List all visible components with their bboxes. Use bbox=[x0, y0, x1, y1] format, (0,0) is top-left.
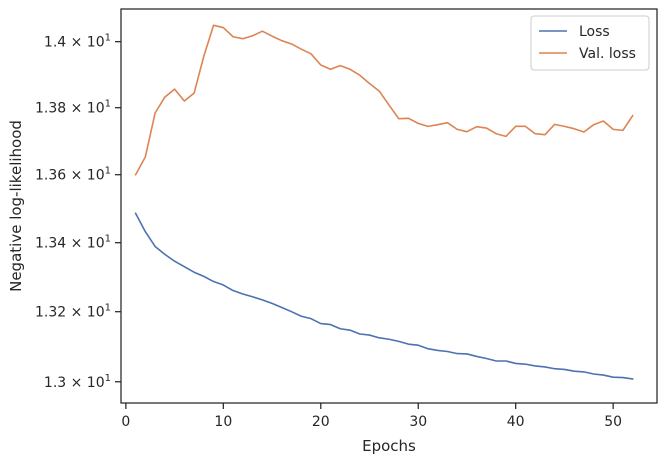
series-line-1 bbox=[134, 24, 634, 176]
y-tick-label: 1.36 × 101 bbox=[35, 166, 111, 184]
y-axis-ticks: 1.3 × 101 1.32 × 101 1.34 × 101 1.36 × 101 1… bbox=[35, 33, 121, 391]
x-tick-label: 30 bbox=[409, 414, 427, 430]
y-tick-label: 1.32 × 101 bbox=[35, 303, 111, 321]
x-tick-label: 10 bbox=[214, 414, 232, 430]
legend-box bbox=[530, 15, 650, 71]
x-tick-label: 40 bbox=[507, 414, 525, 430]
series-line-0 bbox=[134, 212, 634, 380]
legend: Loss Val. loss bbox=[530, 15, 650, 71]
x-axis-ticks: 0 10 20 30 40 50 bbox=[121, 403, 622, 430]
y-tick-label: 1.34 × 101 bbox=[35, 234, 111, 252]
y-tick-label: 1.4 × 101 bbox=[44, 33, 111, 51]
x-axis-label: Epochs bbox=[362, 437, 416, 455]
plot-background bbox=[121, 9, 657, 403]
x-tick-label: 50 bbox=[604, 414, 622, 430]
legend-label-0: Loss bbox=[579, 24, 610, 40]
x-tick-label: 0 bbox=[121, 414, 130, 430]
y-tick-label: 1.3 × 101 bbox=[44, 373, 111, 391]
plot-frame bbox=[120, 8, 658, 404]
y-axis-label: Negative log-likelihood bbox=[7, 120, 25, 292]
legend-label-1: Val. loss bbox=[579, 46, 636, 62]
series-layer bbox=[134, 24, 634, 380]
y-tick-label: 1.38 × 101 bbox=[35, 99, 111, 117]
x-tick-label: 20 bbox=[312, 414, 330, 430]
